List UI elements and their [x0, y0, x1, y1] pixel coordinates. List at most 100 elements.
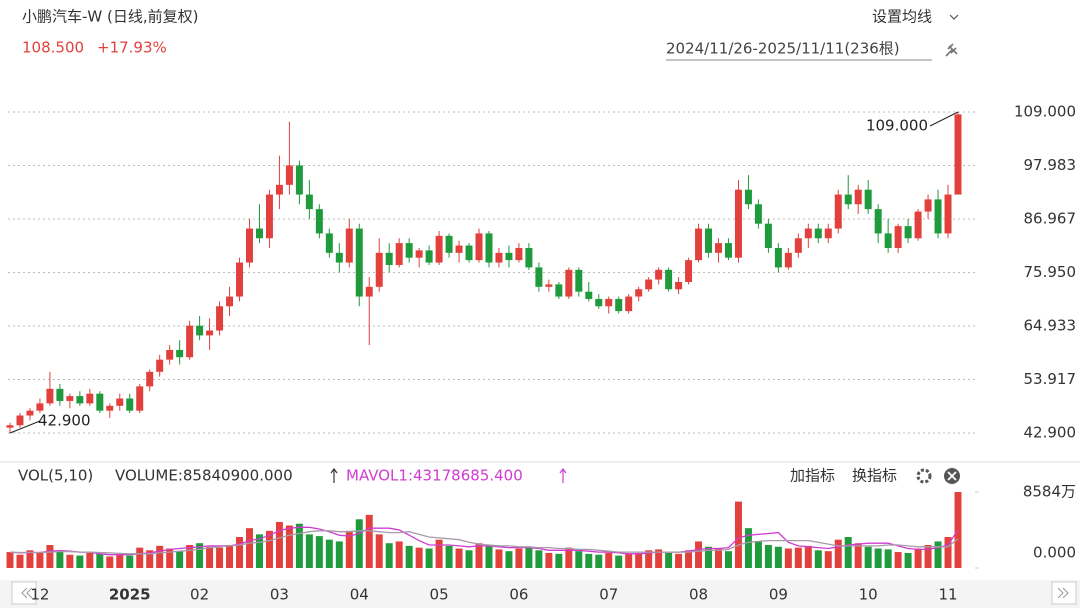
- annotation-label: 42.900: [38, 412, 91, 430]
- volume-bar: [355, 519, 363, 568]
- candle-body: [774, 247, 782, 268]
- candle-body: [814, 228, 822, 239]
- candle-body: [216, 306, 224, 331]
- mavol-line: [9, 530, 959, 555]
- last-price: 108.500: [22, 39, 84, 57]
- candle-body: [665, 269, 673, 290]
- candle-body: [255, 228, 263, 239]
- candle-body: [784, 252, 792, 268]
- volume-value: VOLUME:85840900.000: [115, 467, 293, 485]
- settings-icon[interactable]: [916, 468, 932, 484]
- volume-bar: [196, 543, 204, 568]
- candle-body: [56, 388, 64, 401]
- y-tick-label: 97.983: [1024, 156, 1077, 174]
- close-icon-cross: [947, 471, 957, 481]
- candle-body: [236, 262, 244, 297]
- candle-body: [764, 223, 772, 248]
- scroll-left-icon: [21, 587, 33, 599]
- annotation-label: 109.000: [866, 117, 928, 135]
- volume-bar: [385, 543, 393, 568]
- volume-bar: [904, 552, 912, 568]
- candle-body: [475, 233, 483, 261]
- scroll-left[interactable]: [11, 581, 37, 605]
- candle-body: [505, 252, 513, 261]
- volume-bar: [764, 544, 772, 568]
- x-tick-label: 04: [350, 586, 369, 604]
- pin-icon[interactable]: [945, 43, 958, 57]
- candle-body: [615, 298, 623, 312]
- volume-bar: [575, 551, 583, 568]
- switch-indicator[interactable]: 换指标: [852, 467, 897, 485]
- candle-body: [96, 393, 104, 411]
- x-tick-label: 09: [769, 586, 788, 604]
- dropdown-icon[interactable]: [949, 14, 959, 20]
- candle-body: [6, 425, 14, 428]
- candle-body: [595, 298, 603, 307]
- volume-bar: [485, 544, 493, 568]
- candle-body: [884, 233, 892, 248]
- x-tick-label: 02: [190, 586, 209, 604]
- candle-body: [535, 267, 543, 287]
- annotation-arrow: [929, 111, 959, 127]
- candle-body: [585, 291, 593, 299]
- y-tick-label: 53.917: [1024, 370, 1077, 388]
- volume-bar: [605, 552, 613, 568]
- x-tick-label: 11: [938, 586, 957, 604]
- candle-body: [625, 296, 633, 312]
- volume-bar: [465, 550, 473, 568]
- volume-bar: [924, 544, 932, 568]
- volume-bar: [66, 554, 74, 568]
- volume-bar: [724, 551, 732, 568]
- candle-body: [295, 165, 303, 195]
- volume-bar: [715, 548, 722, 568]
- mavol-line: [9, 526, 959, 556]
- candle-body: [435, 235, 443, 263]
- candle-body: [934, 199, 942, 234]
- volume-indicator-label: VOL(5,10): [18, 467, 93, 485]
- scroll-right[interactable]: [1051, 581, 1077, 605]
- stock-title: 小鹏汽车-W (日线,前复权): [22, 8, 199, 26]
- candle-body: [655, 269, 663, 280]
- volume-bar: [246, 528, 253, 568]
- volume-bar: [186, 544, 194, 568]
- candle-body: [395, 243, 403, 265]
- volume-bar: [505, 551, 513, 568]
- volume-bar: [585, 553, 593, 568]
- x-tick-label: 08: [689, 586, 708, 604]
- candle-body: [685, 260, 693, 282]
- candle-body: [874, 209, 882, 234]
- candle-body: [695, 228, 703, 261]
- candle-body: [86, 393, 94, 404]
- candle-body: [325, 233, 333, 253]
- candle-body: [545, 284, 553, 287]
- candle-body: [954, 114, 962, 195]
- add-indicator[interactable]: 加指标: [790, 467, 835, 485]
- candle-body: [425, 250, 433, 263]
- mavol-up-arrow: [559, 468, 567, 483]
- volume-bar: [565, 547, 573, 568]
- candle-body: [794, 238, 802, 253]
- candle-body: [385, 252, 393, 265]
- volume-bar: [525, 546, 533, 568]
- candle-body: [355, 228, 363, 297]
- candle-body: [176, 349, 184, 358]
- volume-bar: [625, 553, 633, 568]
- volume-bar: [76, 555, 84, 568]
- candle-body: [715, 243, 722, 253]
- date-range[interactable]: 2024/11/26-2025/11/11(236根): [666, 40, 900, 58]
- volume-bar: [176, 551, 184, 568]
- volume-bar: [455, 548, 463, 568]
- candle-body: [126, 398, 134, 411]
- candle-body: [904, 226, 912, 239]
- candle-body: [824, 228, 832, 239]
- volume-up-arrow: [330, 468, 338, 483]
- volume-bar: [415, 547, 423, 568]
- candle-body: [66, 396, 74, 401]
- x-tick-label: 2025: [109, 586, 151, 604]
- volume-bar: [365, 514, 373, 568]
- volume-bar: [914, 548, 922, 568]
- candle-body: [26, 410, 34, 416]
- candle-body: [744, 189, 752, 205]
- ma-settings[interactable]: 设置均线: [872, 8, 932, 26]
- volume-bar: [744, 528, 752, 568]
